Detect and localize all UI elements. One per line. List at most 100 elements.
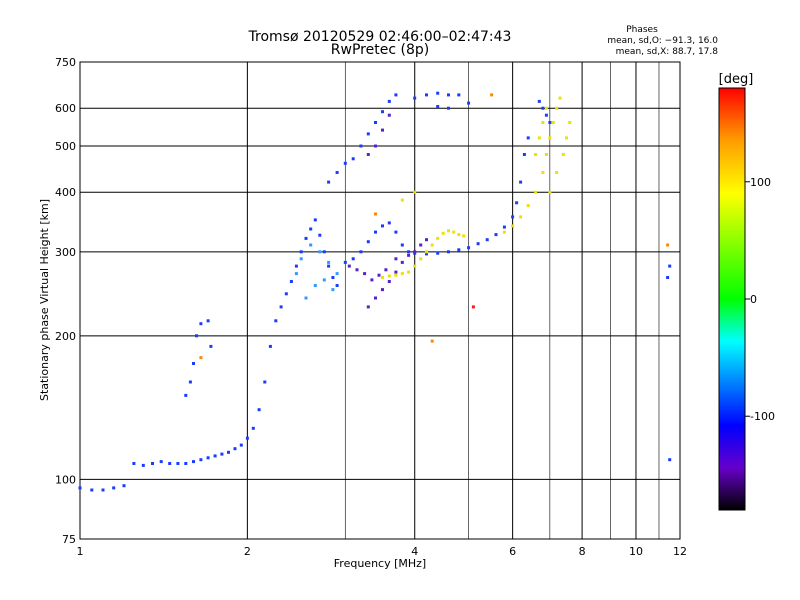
y-tick-labels: 75 100 200 300 400 500 600 750 <box>55 56 76 546</box>
data-point <box>558 96 562 100</box>
data-point <box>184 462 188 465</box>
data-point <box>313 284 317 287</box>
data-point <box>192 460 195 464</box>
data-point <box>284 292 288 296</box>
data-point <box>318 233 322 237</box>
data-point <box>457 233 461 237</box>
data-point <box>400 272 404 276</box>
data-point <box>400 260 404 264</box>
data-point <box>304 296 308 300</box>
data-point <box>151 462 154 465</box>
y-tick-label: 600 <box>55 102 76 115</box>
data-point <box>239 443 243 447</box>
data-point <box>537 136 541 140</box>
data-point <box>494 233 498 237</box>
plot-frame <box>79 61 681 540</box>
data-point <box>544 106 548 110</box>
data-point <box>425 238 428 242</box>
data-point <box>90 488 94 492</box>
data-point <box>519 180 523 184</box>
data-point <box>447 229 450 233</box>
data-point <box>387 113 391 117</box>
data-point <box>407 250 411 254</box>
data-point <box>327 260 331 264</box>
x-axis-label: Frequency [MHz] <box>334 557 426 570</box>
data-point <box>366 153 370 156</box>
data-point <box>377 273 381 277</box>
data-point <box>668 264 672 268</box>
data-point <box>394 93 398 97</box>
x-tick-label: 4 <box>411 545 418 558</box>
data-point <box>457 248 461 252</box>
data-point <box>251 426 255 430</box>
data-point <box>430 339 434 343</box>
data-point <box>199 322 203 326</box>
data-point <box>141 463 145 467</box>
data-point <box>313 218 317 222</box>
data-point <box>355 268 359 272</box>
data-point <box>374 230 377 234</box>
data-point <box>544 153 548 156</box>
data-point <box>184 393 188 397</box>
data-point <box>515 201 519 205</box>
data-point <box>436 105 440 108</box>
data-point <box>548 190 552 194</box>
data-point <box>425 252 428 256</box>
phases-box-line-x: mean, sd,X: 88.7, 17.8 <box>616 47 719 57</box>
data-point <box>366 132 370 136</box>
data-point <box>394 230 398 234</box>
data-point <box>548 136 552 140</box>
data-point <box>430 243 434 247</box>
data-point <box>534 190 538 194</box>
data-point <box>327 264 331 268</box>
x-tick-labels: 1 2 4 6 8 10 12 <box>77 545 688 558</box>
data-point <box>335 272 339 276</box>
colorbar-tick-label: 100 <box>750 176 771 189</box>
data-point <box>511 224 515 228</box>
data-point <box>436 236 440 240</box>
data-point <box>419 257 423 261</box>
data-point <box>526 136 530 140</box>
colorbar-label: [deg] <box>719 72 754 87</box>
data-point <box>565 136 568 140</box>
data-point <box>304 236 308 240</box>
data-point <box>541 171 545 174</box>
data-point <box>199 458 203 462</box>
data-point <box>299 257 303 261</box>
phases-box-line-o: mean, sd,O: −91.3, 16.0 <box>607 36 718 46</box>
data-point <box>447 106 450 110</box>
data-point <box>322 278 326 282</box>
data-points <box>78 91 672 492</box>
data-point <box>209 344 213 348</box>
data-point <box>213 454 217 458</box>
data-point <box>476 242 480 246</box>
data-point <box>274 319 278 323</box>
data-point <box>452 230 456 234</box>
data-point <box>159 460 163 464</box>
data-point <box>101 488 105 492</box>
data-point <box>294 264 298 268</box>
data-point <box>257 408 261 412</box>
data-point <box>519 215 523 219</box>
data-point <box>471 305 475 309</box>
data-point <box>374 212 377 216</box>
data-point <box>441 231 445 235</box>
data-point <box>263 380 267 384</box>
data-point <box>400 243 404 247</box>
y-tick-label: 100 <box>55 473 76 486</box>
data-point <box>195 334 198 338</box>
colorbar-tick-label: -100 <box>750 410 775 423</box>
data-point <box>413 96 417 100</box>
data-point <box>289 280 293 283</box>
data-point <box>462 234 466 238</box>
data-point <box>387 274 391 278</box>
chart-title: Tromsø 20120529 02:46:00–02:47:43 <box>248 29 512 45</box>
data-point <box>485 238 489 242</box>
data-point <box>374 296 377 300</box>
data-point <box>347 264 351 268</box>
data-point <box>541 106 545 110</box>
y-tick-label: 500 <box>55 140 76 153</box>
data-point <box>363 272 367 276</box>
data-point <box>387 280 391 283</box>
data-point <box>359 144 363 148</box>
